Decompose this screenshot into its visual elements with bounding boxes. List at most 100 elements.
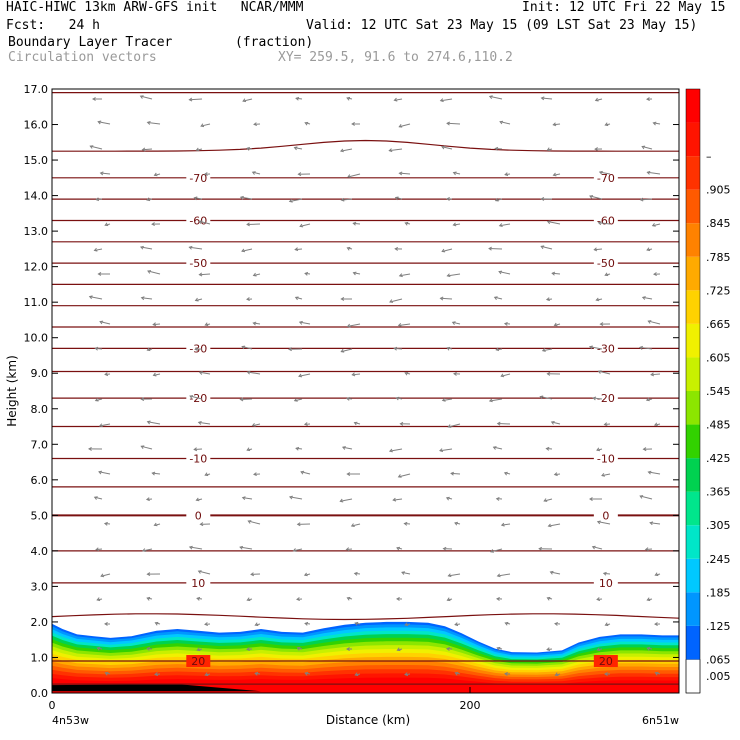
wind-vector-head: [251, 422, 256, 427]
wind-vector: [642, 146, 653, 150]
wind-vector-head: [489, 549, 494, 553]
wind-vector: [142, 148, 153, 151]
colorbar-swatch: [686, 525, 700, 559]
wind-vector-head: [545, 446, 550, 451]
wind-vector: [298, 373, 311, 377]
wind-vector: [100, 172, 111, 175]
wind-vector-head: [146, 420, 151, 425]
y-axis-title: Height (km): [5, 355, 19, 426]
colorbar-label: .125: [706, 620, 731, 633]
wind-vector-head: [339, 498, 344, 503]
wind-vector-head: [646, 597, 651, 602]
wind-vector: [140, 95, 153, 100]
wind-vector: [101, 573, 111, 577]
colorbar-swatch: [686, 323, 700, 358]
wind-vector: [593, 397, 603, 400]
wind-vector-head: [346, 596, 351, 601]
x-endpoint-right: 6n51w: [642, 714, 679, 727]
wind-vector-head: [340, 348, 345, 353]
wind-vector: [294, 147, 303, 150]
wind-vector-head: [446, 273, 451, 278]
wind-vector: [194, 448, 203, 451]
y-tick-label: 15.0: [24, 154, 49, 167]
wind-vector: [589, 346, 603, 350]
wind-vector-head: [454, 671, 459, 676]
wind-vector-head: [442, 546, 447, 551]
contour-label-bg: [186, 655, 211, 668]
y-axis: 0.0 1.0 2.0 3.0 4.0 5.0 6.0 7.0 8.0 9.0 10.0 11.0 12…: [24, 83, 679, 700]
wind-vector-head: [353, 571, 358, 576]
init-time: Init: 12 UTC Fri 22 May 15: [522, 0, 726, 15]
wind-vector-head: [246, 647, 250, 652]
wind-vector-head: [198, 371, 203, 375]
wind-vector-head: [652, 121, 657, 126]
colorbar-swatch: [686, 89, 700, 123]
wind-vector: [198, 421, 211, 425]
wind-vector-head: [394, 246, 399, 251]
colorbar-swatch: [686, 558, 700, 593]
wind-vector-head: [140, 397, 145, 402]
wind-vector-head: [441, 145, 446, 150]
wind-vector-head: [146, 646, 151, 651]
wind-vector-head: [596, 520, 601, 525]
wind-vector-head: [504, 671, 508, 676]
wind-vector: [240, 398, 253, 401]
wind-vector: [650, 522, 661, 525]
wind-vector-head: [396, 596, 400, 601]
circulation-vectors: [88, 95, 661, 677]
wind-vector-head: [204, 622, 208, 627]
wind-vector-head: [195, 147, 200, 152]
wind-vector: [651, 373, 661, 376]
wind-vector-head: [242, 98, 247, 103]
wind-vector-head: [97, 120, 102, 125]
contour-label-bg: [593, 392, 618, 405]
contour-label-bg: [593, 171, 618, 184]
y-tick-label: 13.0: [24, 225, 49, 238]
wind-vector-head: [454, 521, 459, 526]
wind-vector-head: [646, 247, 651, 252]
forecast-hour: Fcst: 24 h: [6, 18, 100, 33]
wind-vector-head: [644, 547, 649, 552]
wind-vector-head: [188, 97, 193, 102]
x-axis: 0 200: [49, 687, 481, 712]
wind-vector: [300, 223, 311, 227]
wind-vector: [647, 171, 661, 175]
temperature-contours: -70 -70-60 -60-50 -50-30 -30-20 -20-10 -100 010…: [52, 92, 679, 685]
wind-vector-head: [97, 271, 102, 276]
wind-vector-head: [296, 522, 301, 527]
wind-vector-head: [297, 172, 302, 177]
contour-label: -70: [189, 172, 207, 185]
wind-vector-head: [303, 572, 308, 577]
contour-label-bg: [186, 171, 211, 184]
wind-vector-head: [241, 248, 246, 253]
wind-vector-head: [246, 297, 250, 302]
wind-vector: [447, 273, 461, 277]
wind-vector-head: [253, 472, 257, 477]
colorbar-label: .725: [706, 284, 731, 297]
wind-vector-head: [346, 323, 351, 328]
wind-vector: [299, 321, 311, 325]
wind-vector: [351, 523, 361, 527]
wind-vector-head: [493, 296, 498, 300]
wind-vector: [142, 548, 153, 552]
wind-vector-head: [239, 195, 244, 200]
colorbar-label: .485: [706, 419, 731, 432]
wind-vector-head: [197, 570, 202, 574]
wind-vector-head: [153, 522, 158, 527]
wind-vector-head: [653, 272, 657, 277]
wind-vector: [447, 122, 461, 125]
wind-vector-head: [345, 547, 350, 552]
wind-vector-head: [145, 497, 150, 502]
wind-vector: [241, 248, 253, 252]
wind-vector-head: [239, 397, 244, 402]
wind-vector: [592, 546, 603, 550]
wind-vector-head: [140, 296, 145, 301]
plot-frame: [51, 88, 680, 694]
wind-vector-head: [353, 421, 358, 426]
wind-vector: [501, 373, 511, 377]
contour-label-bg: [593, 342, 618, 355]
y-tick-label: 10.0: [24, 332, 49, 345]
wind-vector: [489, 95, 503, 100]
wind-vector-head: [295, 446, 300, 451]
wind-vector-head: [446, 597, 451, 602]
